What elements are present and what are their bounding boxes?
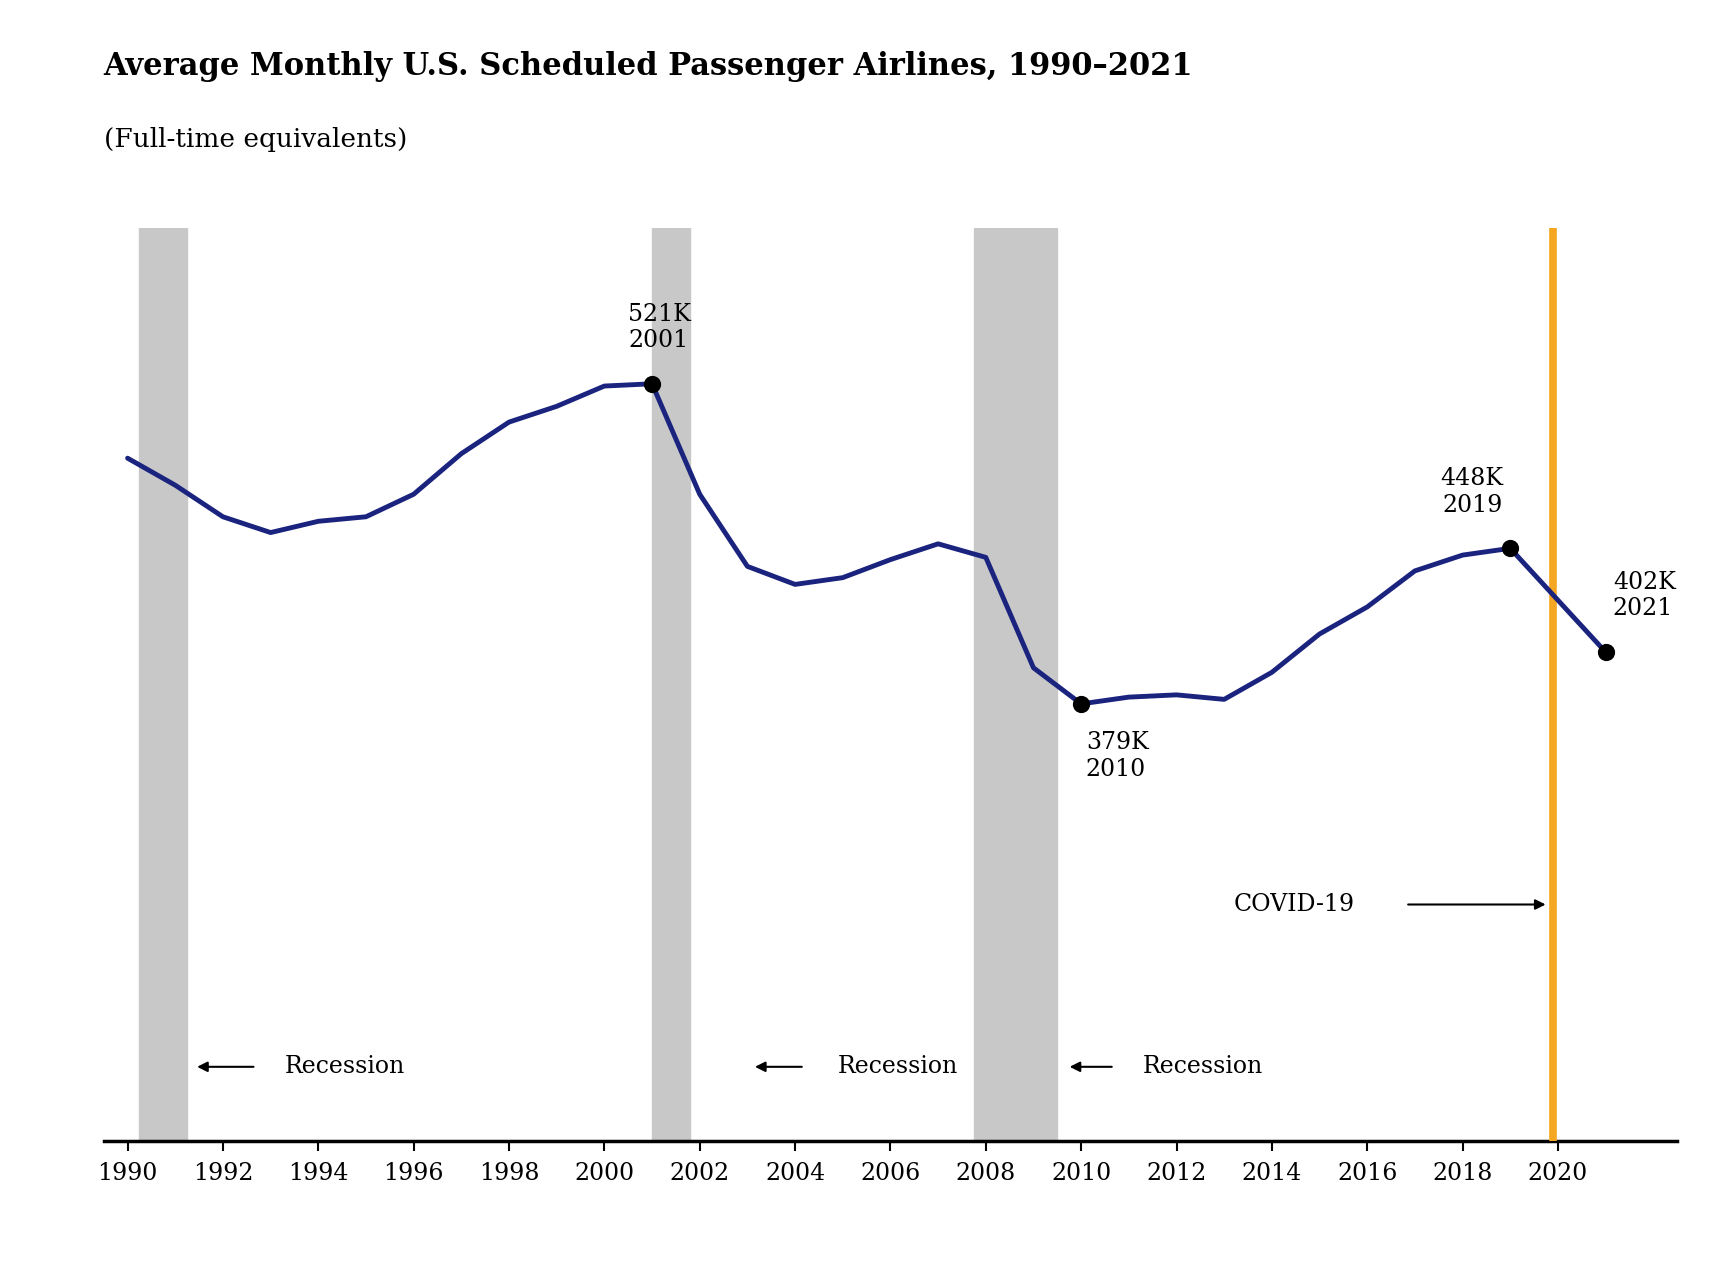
Text: Recession: Recession bbox=[285, 1055, 405, 1078]
Text: (Full-time equivalents): (Full-time equivalents) bbox=[104, 127, 406, 152]
Bar bbox=[140, 228, 187, 1141]
Text: Average Monthly U.S. Scheduled Passenger Airlines, 1990–2021: Average Monthly U.S. Scheduled Passenger… bbox=[104, 51, 1193, 81]
Point bbox=[1592, 642, 1620, 662]
Text: Recession: Recession bbox=[839, 1055, 958, 1078]
Point bbox=[1496, 538, 1523, 558]
Text: Recession: Recession bbox=[1143, 1055, 1264, 1078]
Bar bbox=[652, 228, 690, 1141]
Text: 448K
2019: 448K 2019 bbox=[1440, 467, 1503, 517]
Point bbox=[638, 374, 666, 394]
Text: COVID-19: COVID-19 bbox=[1235, 893, 1356, 915]
Bar bbox=[973, 228, 1058, 1141]
Text: 402K
2021: 402K 2021 bbox=[1613, 571, 1675, 620]
Point bbox=[1067, 694, 1094, 714]
Text: 521K
2001: 521K 2001 bbox=[628, 303, 692, 353]
Text: 379K
2010: 379K 2010 bbox=[1086, 730, 1148, 781]
